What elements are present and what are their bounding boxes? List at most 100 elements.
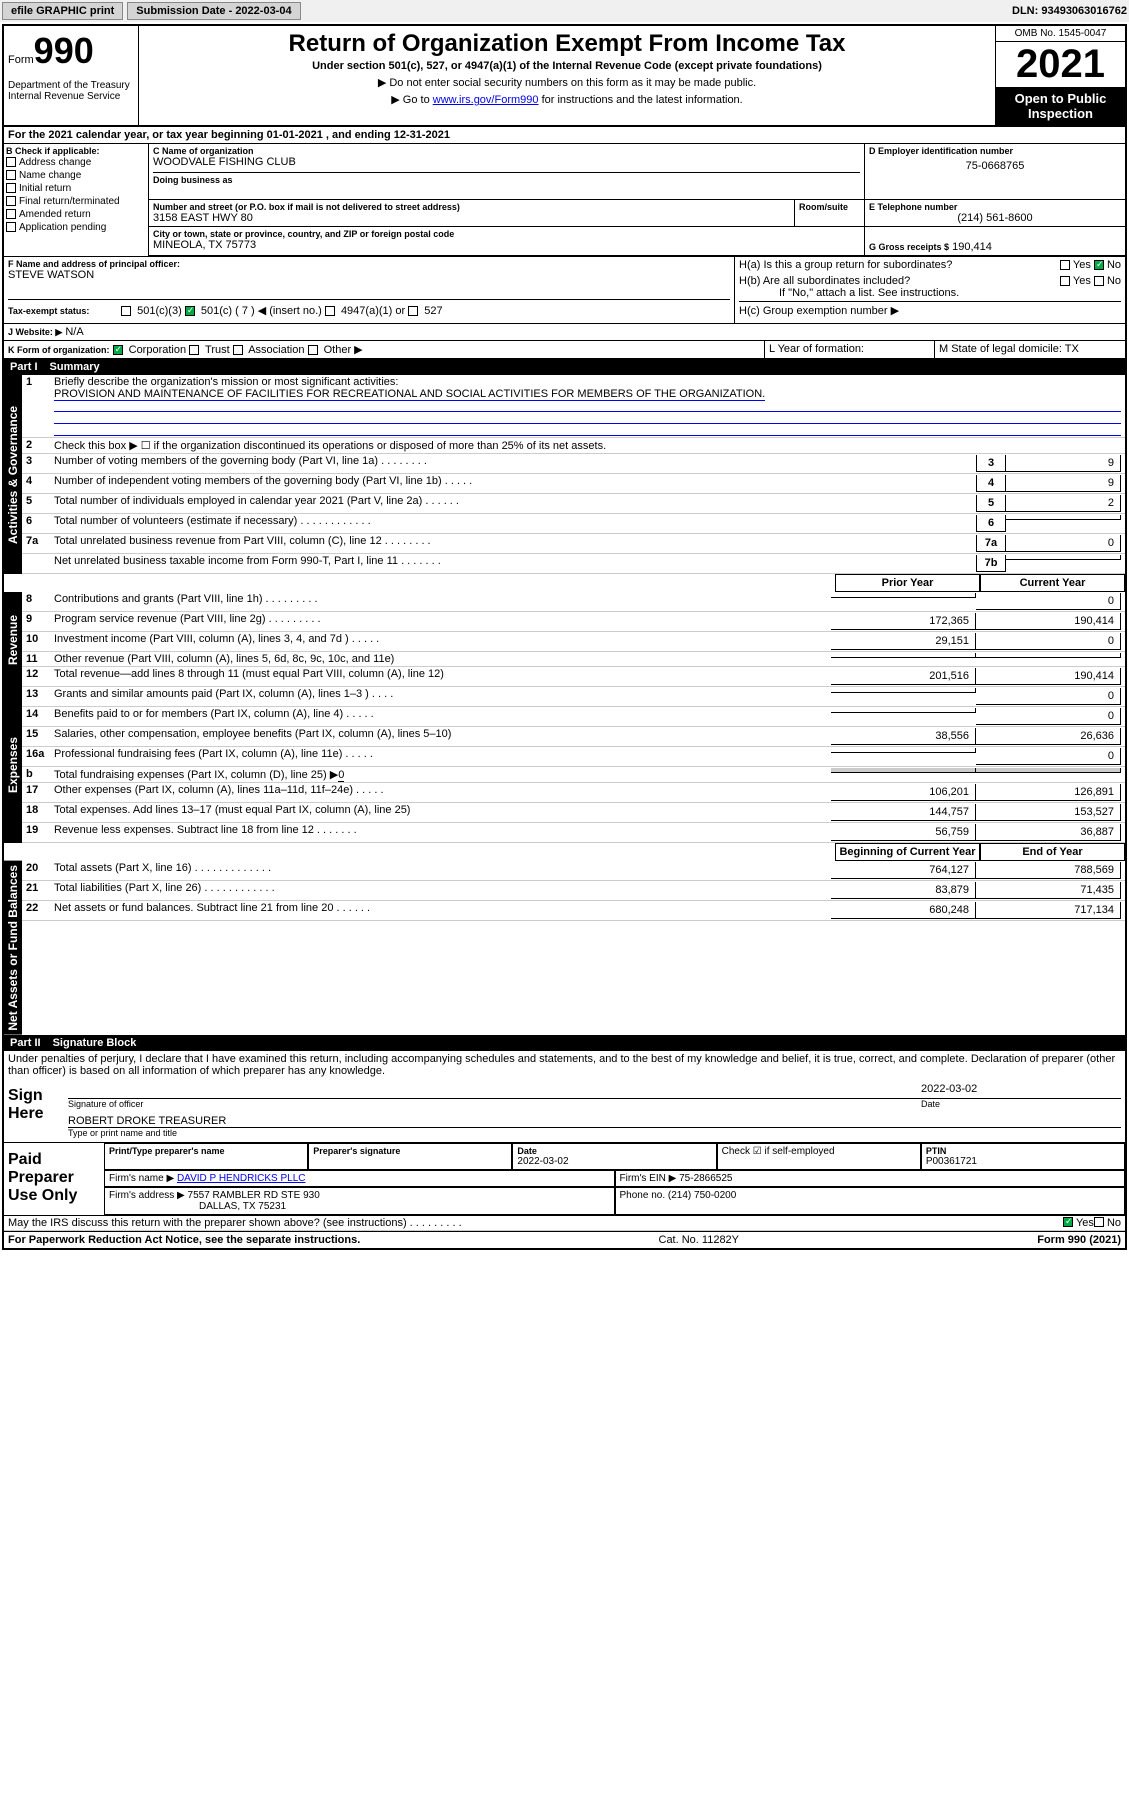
check-final[interactable]: Final return/terminated	[6, 195, 146, 208]
line3: Number of voting members of the governin…	[54, 455, 976, 467]
efile-button[interactable]: efile GRAPHIC print	[2, 2, 123, 20]
b-label: B Check if applicable:	[6, 146, 146, 156]
website-value: N/A	[65, 326, 83, 338]
firm-link[interactable]: DAVID P HENDRICKS PLLC	[177, 1173, 306, 1184]
check-4947[interactable]	[325, 306, 335, 316]
omb-number: OMB No. 1545-0047	[996, 26, 1125, 42]
instr-1: ▶ Do not enter social security numbers o…	[143, 76, 991, 89]
vtab-netassets: Net Assets or Fund Balances	[4, 861, 22, 1035]
penalty-text: Under penalties of perjury, I declare th…	[4, 1051, 1125, 1079]
form-subtitle: Under section 501(c), 527, or 4947(a)(1)…	[143, 60, 991, 72]
val7a: 0	[1006, 535, 1121, 552]
submission-button[interactable]: Submission Date - 2022-03-04	[127, 2, 300, 20]
line-a: For the 2021 calendar year, or tax year …	[4, 127, 1125, 143]
dba-label: Doing business as	[153, 172, 860, 185]
vtab-activities: Activities & Governance	[4, 375, 22, 574]
dept-label: Department of the Treasury Internal Reve…	[8, 80, 134, 102]
c-label: C Name of organization	[153, 146, 860, 156]
g-label: G Gross receipts $	[869, 242, 949, 252]
phone-value: (214) 561-8600	[869, 212, 1121, 224]
line1-label: Briefly describe the organization's miss…	[54, 376, 398, 388]
hdr-current-year: Current Year	[980, 574, 1125, 592]
val3: 9	[1006, 455, 1121, 472]
line12: Total revenue—add lines 8 through 11 (mu…	[54, 668, 831, 680]
footer: For Paperwork Reduction Act Notice, see …	[4, 1231, 1125, 1248]
line6: Total number of volunteers (estimate if …	[54, 515, 976, 527]
check-pending[interactable]: Application pending	[6, 221, 146, 234]
d-label: D Employer identification number	[869, 146, 1121, 156]
line16a: Professional fundraising fees (Part IX, …	[54, 748, 831, 760]
ha-label: H(a) Is this a group return for subordin…	[739, 259, 1121, 271]
vtab-expenses: Expenses	[4, 687, 22, 843]
line19: Revenue less expenses. Subtract line 18 …	[54, 824, 831, 836]
sig-officer-label: Signature of officer	[68, 1099, 921, 1109]
open-inspection: Open to Public Inspection	[996, 87, 1125, 125]
i-label: Tax-exempt status:	[8, 306, 118, 316]
officer-name: STEVE WATSON	[8, 269, 730, 281]
vtab-revenue: Revenue	[4, 592, 22, 687]
check-501c3[interactable]	[121, 306, 131, 316]
irs-link[interactable]: www.irs.gov/Form990	[433, 94, 539, 106]
check-501c[interactable]	[185, 306, 195, 316]
line18: Total expenses. Add lines 13–17 (must eq…	[54, 804, 831, 816]
check-amended[interactable]: Amended return	[6, 208, 146, 221]
hdr-boy: Beginning of Current Year	[835, 843, 980, 861]
f-label: F Name and address of principal officer:	[8, 259, 730, 269]
val5: 2	[1006, 495, 1121, 512]
check-name-change[interactable]: Name change	[6, 169, 146, 182]
j-label: J Website: ▶	[8, 327, 62, 337]
gross-receipts: 190,414	[952, 241, 992, 253]
discuss-line: May the IRS discuss this return with the…	[4, 1216, 1125, 1231]
hb-no[interactable]	[1094, 276, 1104, 286]
org-name: WOODVALE FISHING CLUB	[153, 156, 860, 168]
sign-date: 2022-03-02	[921, 1083, 1121, 1099]
hb-note: If "No," attach a list. See instructions…	[739, 287, 1121, 299]
form-label: Form	[8, 54, 34, 66]
k-corp[interactable]	[113, 345, 123, 355]
hb-label: H(b) Are all subordinates included? Yes …	[739, 275, 1121, 287]
k-other[interactable]	[308, 345, 318, 355]
line20: Total assets (Part X, line 16) . . . . .…	[54, 862, 831, 874]
line8: Contributions and grants (Part VIII, lin…	[54, 593, 831, 605]
part1-header: Part ISummary	[4, 359, 1125, 375]
hb-yes[interactable]	[1060, 276, 1070, 286]
dln-label: DLN: 93493063016762	[1012, 5, 1127, 17]
line7b: Net unrelated business taxable income fr…	[54, 555, 976, 567]
discuss-no[interactable]	[1094, 1217, 1104, 1227]
part2-header: Part IISignature Block	[4, 1035, 1125, 1051]
top-bar: efile GRAPHIC print Submission Date - 20…	[0, 0, 1129, 22]
addr-value: 3158 EAST HWY 80	[153, 212, 790, 224]
k-trust[interactable]	[189, 345, 199, 355]
val6	[1006, 515, 1121, 520]
line4: Number of independent voting members of …	[54, 475, 976, 487]
tax-year: 2021	[996, 42, 1125, 87]
ha-yes[interactable]	[1060, 260, 1070, 270]
form-document: Form990 Department of the Treasury Inter…	[2, 24, 1127, 1250]
check-527[interactable]	[408, 306, 418, 316]
entity-section: B Check if applicable: Address change Na…	[4, 144, 1125, 257]
hc-label: H(c) Group exemption number ▶	[739, 301, 1121, 317]
paid-preparer-label: Paid Preparer Use Only	[4, 1143, 104, 1215]
addr-label: Number and street (or P.O. box if mail i…	[153, 202, 790, 212]
check-initial[interactable]: Initial return	[6, 182, 146, 195]
discuss-yes[interactable]	[1063, 1217, 1073, 1227]
city-value: MINEOLA, TX 75773	[153, 239, 860, 251]
line5: Total number of individuals employed in …	[54, 495, 976, 507]
k-assoc[interactable]	[233, 345, 243, 355]
ha-no[interactable]	[1094, 260, 1104, 270]
form-number: 990	[34, 30, 94, 71]
check-addr-change[interactable]: Address change	[6, 156, 146, 169]
line21: Total liabilities (Part X, line 26) . . …	[54, 882, 831, 894]
ein-value: 75-0668765	[869, 156, 1121, 176]
m-label: M State of legal domicile: TX	[935, 341, 1125, 358]
line22: Net assets or fund balances. Subtract li…	[54, 902, 831, 914]
section-f-h: F Name and address of principal officer:…	[4, 257, 1125, 324]
k-label: K Form of organization:	[8, 345, 110, 355]
self-employed-check[interactable]: Check ☑ if self-employed	[717, 1143, 921, 1170]
room-label: Room/suite	[799, 202, 860, 212]
sign-here-label: Sign Here	[4, 1079, 64, 1142]
line16b: Total fundraising expenses (Part IX, col…	[54, 768, 831, 781]
val4: 9	[1006, 475, 1121, 492]
hdr-eoy: End of Year	[980, 843, 1125, 861]
line1-value: PROVISION AND MAINTENANCE OF FACILITIES …	[54, 388, 765, 401]
